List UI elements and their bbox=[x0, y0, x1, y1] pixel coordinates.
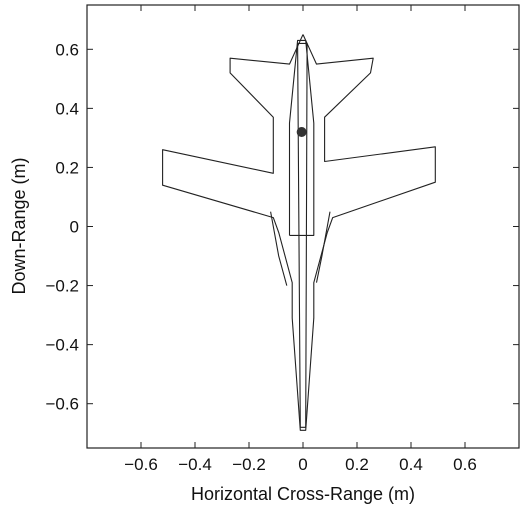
x-tick-label: 0.6 bbox=[453, 455, 477, 474]
y-tick-label: −0.4 bbox=[45, 336, 79, 355]
x-tick-label: 0 bbox=[298, 455, 307, 474]
series-line-2 bbox=[297, 42, 308, 428]
y-tick-label: 0 bbox=[70, 218, 79, 237]
y-tick-label: −0.6 bbox=[45, 395, 79, 414]
y-tick-label: 0.4 bbox=[55, 99, 79, 118]
series-line-0 bbox=[162, 34, 436, 431]
axis-ticks: −0.6 −0.4 −0.2 0 0.2 0.4 0.6 0.6 0.4 0.2 0 −0.2 −0.4… bbox=[45, 5, 519, 474]
y-tick-label: 0.2 bbox=[55, 158, 79, 177]
x-tick-label: 0.2 bbox=[345, 455, 369, 474]
x-tick-label: −0.6 bbox=[124, 455, 158, 474]
plot-frame bbox=[86, 4, 520, 449]
series-line-1 bbox=[288, 39, 315, 236]
data-point-marker bbox=[296, 126, 307, 137]
series-line-3 bbox=[270, 211, 288, 286]
y-axis-label: Down-Range (m) bbox=[9, 157, 29, 294]
x-tick-label: −0.4 bbox=[178, 455, 212, 474]
x-axis-label: Horizontal Cross-Range (m) bbox=[191, 484, 415, 504]
x-tick-label: 0.4 bbox=[399, 455, 423, 474]
x-tick-label: −0.2 bbox=[232, 455, 266, 474]
series-line-4 bbox=[315, 211, 331, 283]
y-tick-label: −0.2 bbox=[45, 277, 79, 296]
aircraft-outline bbox=[162, 34, 436, 431]
y-tick-label: 0.6 bbox=[55, 40, 79, 59]
marker-layer bbox=[296, 126, 307, 137]
